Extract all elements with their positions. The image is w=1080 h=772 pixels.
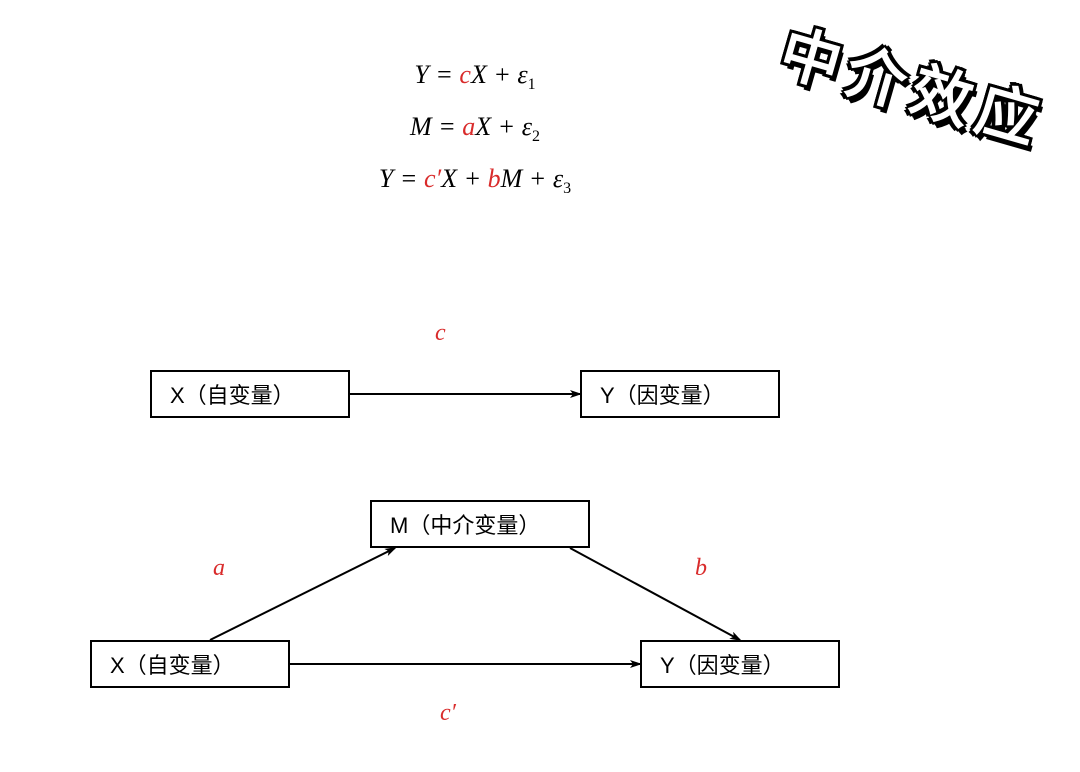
node-m: M（中介变量） — [370, 500, 590, 548]
node-y2: Y（因变量） — [640, 640, 840, 688]
node-y1: Y（因变量） — [580, 370, 780, 418]
edge-m-y2 — [570, 548, 740, 640]
node-x2: X（自变量） — [90, 640, 290, 688]
edge-label-b: b — [695, 555, 707, 582]
edge-label-c: c — [435, 320, 446, 347]
edge-label-cprime: c′ — [440, 700, 456, 727]
node-x1: X（自变量） — [150, 370, 350, 418]
edge-x2-m — [210, 548, 395, 640]
edge-label-a: a — [213, 555, 225, 582]
